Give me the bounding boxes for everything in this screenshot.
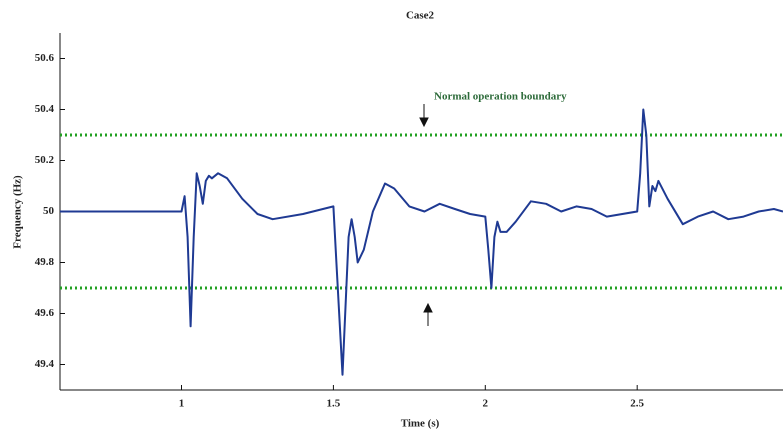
- x-axis-label: Time (s): [401, 418, 440, 430]
- arrows: [419, 104, 433, 326]
- x-tick-label: 2.5: [630, 398, 644, 410]
- arrow-head: [419, 117, 429, 128]
- x-tick-label: 2: [483, 398, 489, 410]
- y-tick-label: 49.6: [35, 307, 55, 319]
- x-tick-label: 1.5: [327, 398, 341, 410]
- y-tick-label: 50.4: [35, 103, 55, 115]
- y-tick-label: 49.8: [35, 256, 55, 268]
- y-tick-label: 50.2: [35, 154, 55, 166]
- x-tick-label: 1: [179, 398, 185, 410]
- chart-title: Case2: [406, 10, 435, 22]
- y-tick-label: 49.4: [35, 358, 55, 370]
- annotation: Normal operation boundary: [434, 91, 567, 103]
- y-tick-label: 50: [43, 205, 55, 217]
- series-line: [60, 108, 783, 376]
- y-tick-label: 50.6: [35, 52, 55, 64]
- y-axis-label: Frequency (Hz): [12, 175, 24, 249]
- arrow-head: [423, 302, 433, 313]
